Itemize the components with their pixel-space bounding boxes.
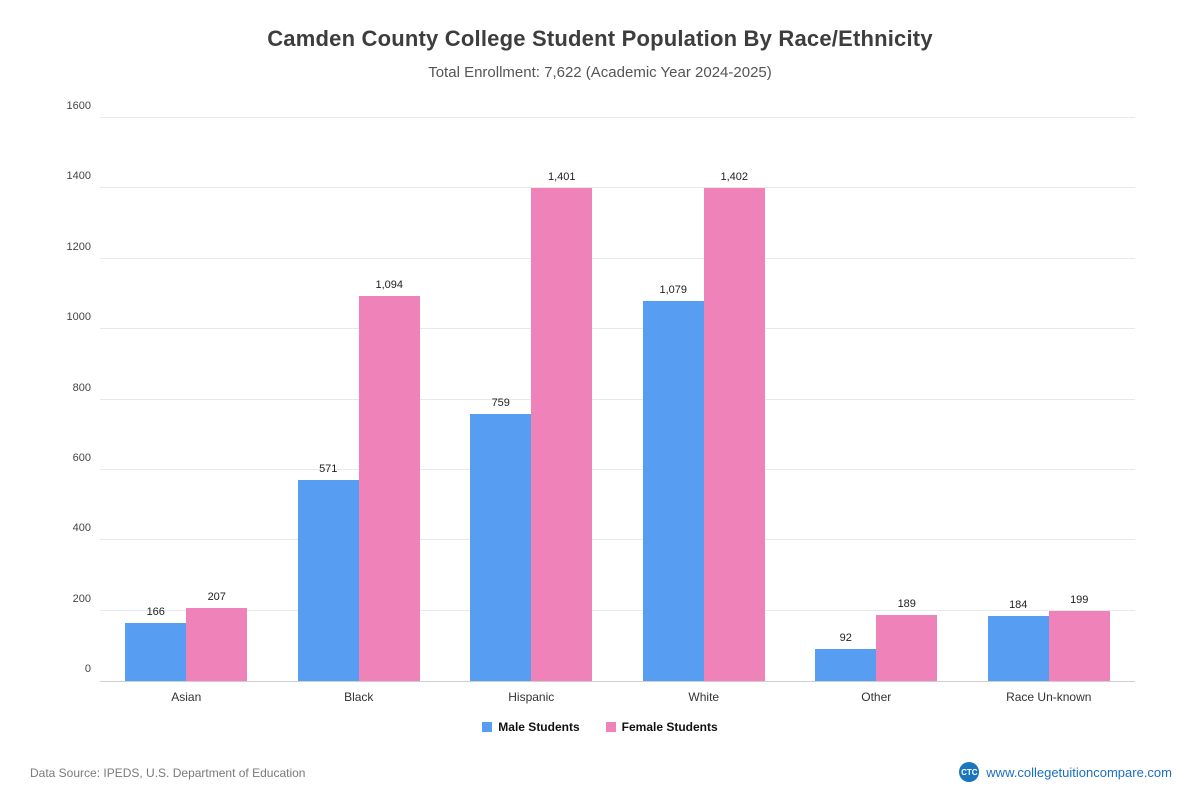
bar-groups: 166 207 Asian 571 1,094 Black 759 1,401 Hispanic… <box>100 118 1136 704</box>
chart-legend: Male Students Female Students <box>0 720 1200 734</box>
bar-group-white: 1,079 1,402 White <box>618 118 791 704</box>
legend-swatch-male <box>482 722 493 732</box>
bar-group-other: 92 189 Other <box>790 118 963 704</box>
x-axis-label-hispanic: Hispanic <box>508 690 555 704</box>
bar-female-hispanic: 1,401 <box>531 171 593 681</box>
y-axis-tick-label: 0 <box>84 663 91 675</box>
bar-value-label: 759 <box>491 396 510 409</box>
ctc-logo-icon: CTC <box>959 762 980 782</box>
bar-male-asian: 166 <box>125 606 187 681</box>
bar-male-race-un-known: 184 <box>987 599 1049 681</box>
bar-chart: 0 200 400 600 800 1000 1200 1400 1600 166 207 Asian… <box>67 100 1136 704</box>
y-axis-tick-label: 800 <box>72 381 91 394</box>
chart-header: Camden County College Student Population… <box>0 26 1200 81</box>
bar-male-hispanic: 759 <box>470 397 532 681</box>
y-axis-tick-label: 600 <box>72 451 91 464</box>
gridline <box>100 398 1135 400</box>
site-url: www.collegetuitioncompare.com <box>986 764 1172 780</box>
gridline <box>100 539 1135 541</box>
footer: Data Source: IPEDS, U.S. Department of E… <box>0 762 1200 792</box>
bar-value-label: 1,401 <box>547 171 576 184</box>
legend-label-male: Male Students <box>498 720 580 734</box>
bar-male-black: 571 <box>297 463 359 681</box>
plot-area: 0 200 400 600 800 1000 1200 1400 1600 166 207 Asian… <box>67 100 1136 704</box>
bar-value-label: 1,079 <box>659 284 688 297</box>
bar-male-other: 92 <box>815 632 877 681</box>
y-axis-tick-label: 1000 <box>66 311 91 324</box>
y-axis-tick-label: 200 <box>72 592 91 605</box>
data-source-text: Data Source: IPEDS, U.S. Department of E… <box>30 766 306 780</box>
bar-group-race-un-known: 184 199 Race Un-known <box>963 118 1136 704</box>
gridline <box>100 609 1135 611</box>
bar-female-white: 1,402 <box>703 171 765 681</box>
chart-subtitle: Total Enrollment: 7,622 (Academic Year 2… <box>428 64 772 81</box>
legend-item-female[interactable]: Female Students <box>605 720 718 734</box>
bar-value-label: 199 <box>1070 593 1089 606</box>
bar-group-asian: 166 207 Asian <box>100 118 273 704</box>
legend-swatch-female <box>605 722 616 732</box>
bar-value-label: 1,402 <box>720 170 749 183</box>
legend-label-female: Female Students <box>621 720 718 734</box>
y-axis-tick-label: 1600 <box>66 100 91 112</box>
site-link[interactable]: CTC www.collegetuitioncompare.com <box>959 762 1172 782</box>
gridline <box>100 187 1135 189</box>
bar-value-label: 166 <box>146 605 165 618</box>
y-axis-tick-label: 1200 <box>66 240 91 253</box>
y-axis-tick-label: 400 <box>72 522 91 535</box>
bar-group-hispanic: 759 1,401 Hispanic <box>445 118 618 704</box>
bar-female-black: 1,094 <box>358 279 420 681</box>
chart-title: Camden County College Student Population… <box>267 26 933 51</box>
bar-value-label: 92 <box>839 631 852 644</box>
legend-item-male[interactable]: Male Students <box>482 720 580 734</box>
gridline <box>100 257 1135 259</box>
x-axis-label-race-un-known: Race Un-known <box>1006 690 1092 704</box>
bar-value-label: 189 <box>897 597 916 610</box>
bar-group-black: 571 1,094 Black <box>273 118 446 704</box>
gridline <box>100 117 1135 118</box>
bar-female-asian: 207 <box>186 591 248 681</box>
bar-value-label: 1,094 <box>375 279 404 292</box>
bar-female-race-un-known: 199 <box>1048 594 1110 681</box>
bar-female-other: 189 <box>876 598 938 681</box>
bar-value-label: 184 <box>1009 599 1028 612</box>
x-axis-label-black: Black <box>344 690 374 704</box>
y-axis-tick-label: 1400 <box>66 170 91 183</box>
gridline <box>100 468 1135 470</box>
x-axis-label-other: Other <box>861 690 892 704</box>
x-axis-label-white: White <box>688 690 720 704</box>
bar-male-white: 1,079 <box>642 284 704 681</box>
bar-value-label: 207 <box>207 591 226 604</box>
x-axis-label-asian: Asian <box>171 690 202 704</box>
gridline <box>100 328 1135 330</box>
bar-value-label: 571 <box>319 463 338 476</box>
